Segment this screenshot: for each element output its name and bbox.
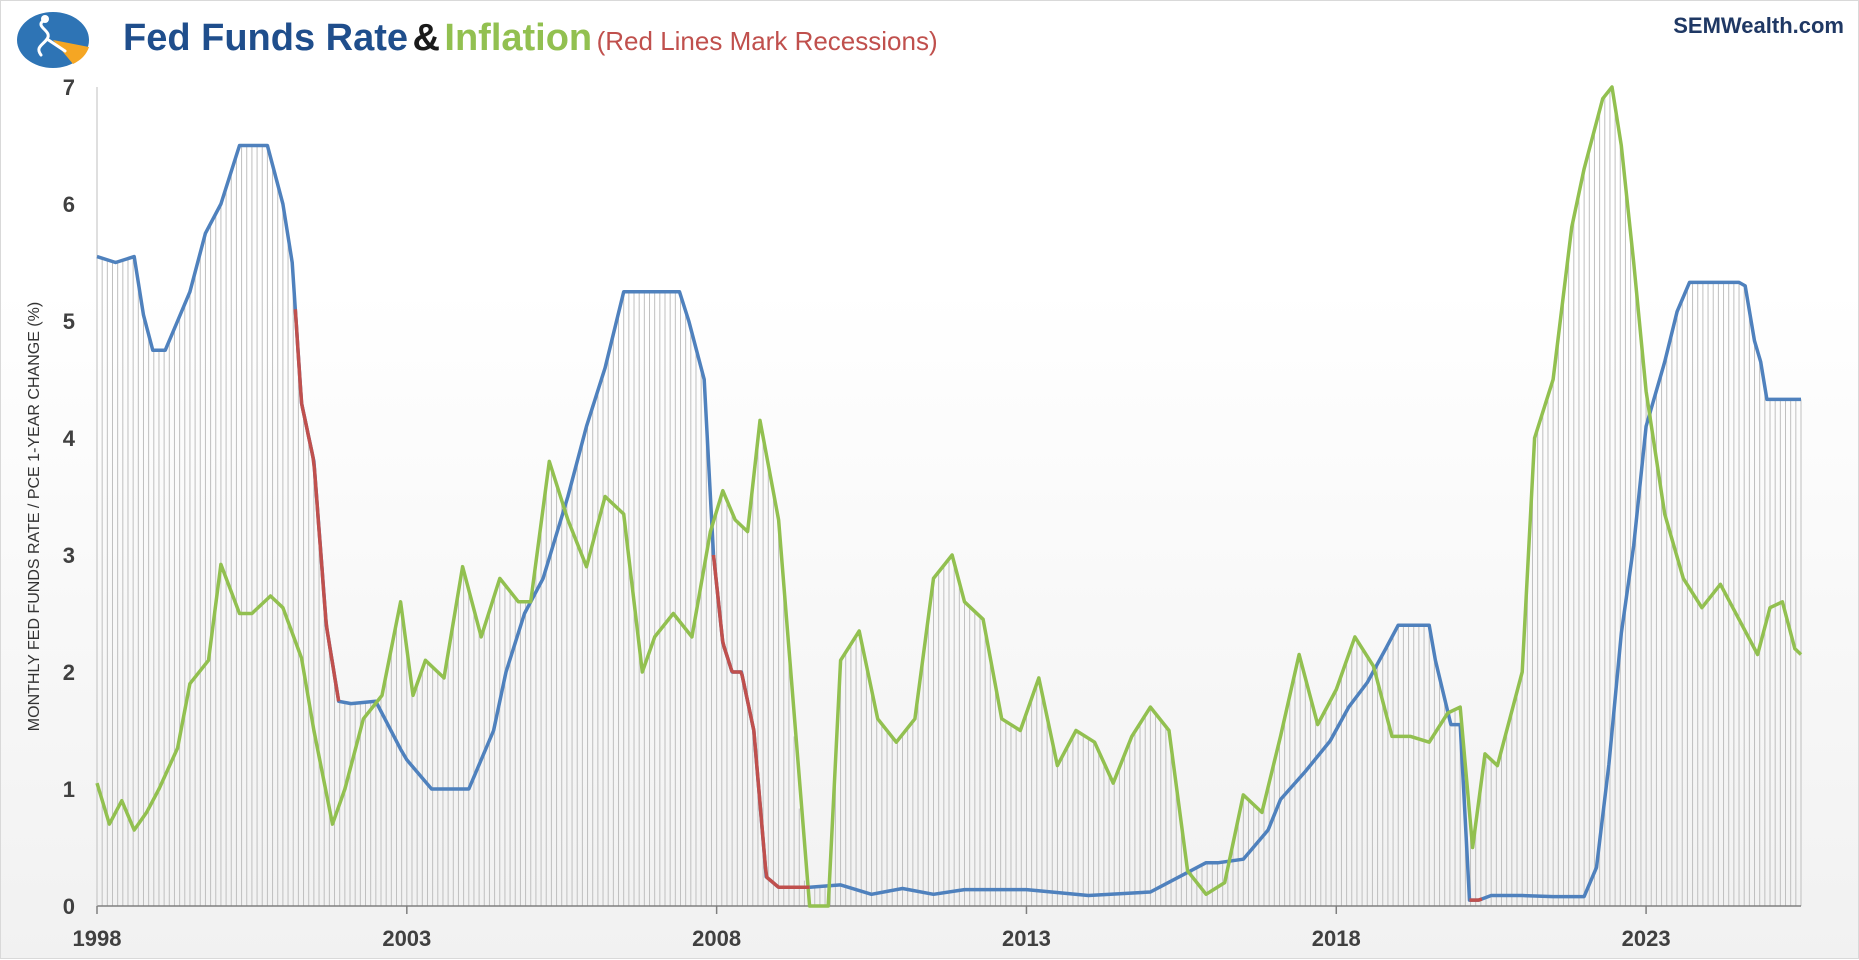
y-tick-label: 3: [63, 543, 75, 568]
series-lines: [95, 85, 1803, 908]
drop-lines: [96, 89, 1802, 906]
x-tick-label: 2003: [382, 926, 431, 951]
chart-title: Fed Funds Rate & Inflation (Red Lines Ma…: [123, 17, 938, 60]
y-axis-label: MONTHLY FED FUNDS RATE / PCE 1-YEAR CHAN…: [26, 302, 43, 731]
y-tick-label: 1: [63, 777, 75, 802]
chart-subtitle: (Red Lines Mark Recessions): [596, 26, 938, 56]
y-tick-label: 4: [63, 426, 76, 451]
semwealth-logo-icon: [17, 12, 89, 68]
title-inflation: Inflation: [444, 17, 593, 59]
x-tick-label: 1998: [73, 926, 122, 951]
recession-segment: [293, 309, 341, 702]
x-tick-label: 2018: [1312, 926, 1361, 951]
x-tick-label: 2008: [692, 926, 741, 951]
recession-segment: [711, 554, 811, 890]
inflation-line: [95, 85, 1803, 908]
x-tick-label: 2023: [1622, 926, 1671, 951]
y-tick-label: 0: [63, 894, 75, 919]
y-tick-label: 7: [63, 75, 75, 100]
brand-link[interactable]: SEMWealth.com: [1673, 13, 1844, 38]
y-tick-label: 5: [63, 309, 75, 334]
axes: [96, 87, 1801, 914]
x-tick-label: 2013: [1002, 926, 1051, 951]
title-ampersand: &: [412, 17, 440, 59]
axis-labels: 0 1 2 3 4 5 6 7 1998 2003 2008 2013 2018 2023 MONTHLY …: [26, 75, 1671, 951]
y-tick-label: 6: [63, 192, 75, 217]
recession-segment: [1468, 897, 1483, 902]
title-fed-funds: Fed Funds Rate: [123, 17, 409, 59]
y-tick-label: 2: [63, 660, 75, 685]
